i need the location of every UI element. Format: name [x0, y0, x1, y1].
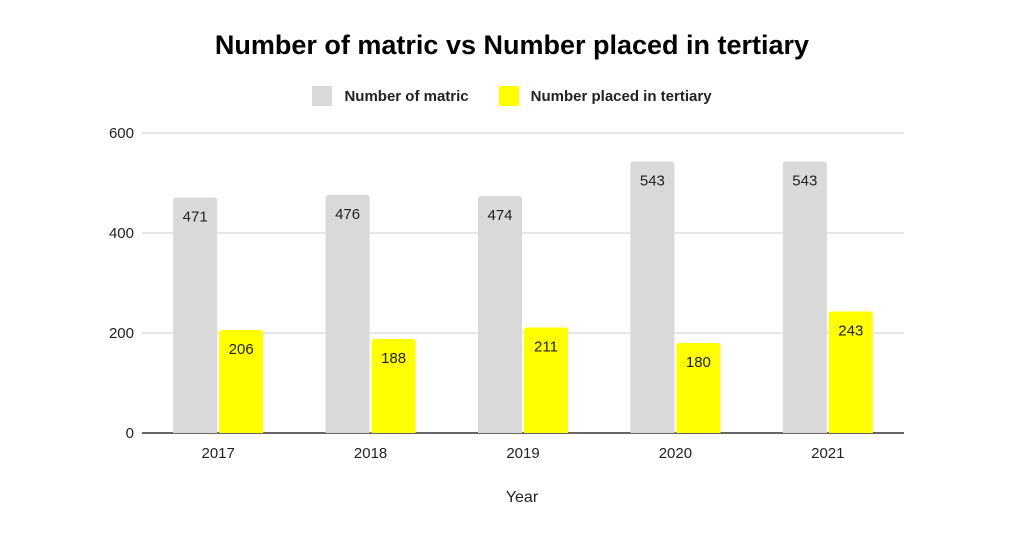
data-label-matric-2018: 476 [335, 206, 360, 223]
label-layer: 0 200 400 600 471 206 2017 476 188 2018 474 211 2019… [109, 125, 863, 462]
legend-label-tertiary: Number placed in tertiary [530, 87, 712, 105]
bar-tertiary-2020 [676, 343, 721, 433]
bar-tertiary-2021 [828, 311, 873, 433]
bar-tertiary-2017 [219, 330, 264, 433]
data-label-tertiary-2018: 188 [381, 350, 406, 367]
bar-matric-2020 [630, 161, 675, 433]
x-tick-label-2018: 2018 [354, 445, 387, 462]
x-axis-title: Year [506, 489, 539, 506]
grid-layer [142, 132, 904, 434]
data-label-matric-2019: 474 [487, 207, 512, 224]
bar-matric-2018 [325, 195, 370, 433]
data-label-tertiary-2017: 206 [229, 341, 254, 358]
x-tick-label-2017: 2017 [202, 445, 235, 462]
bar-layer [173, 161, 873, 433]
bar-matric-2021 [782, 161, 827, 433]
legend-swatch-tertiary [498, 86, 519, 106]
legend-swatch-matric [312, 86, 333, 106]
data-label-tertiary-2019: 211 [534, 339, 558, 356]
y-tick-label-400: 400 [109, 225, 134, 242]
bar-matric-2017 [173, 197, 218, 433]
legend-item-matric: Number of matric [312, 86, 469, 106]
x-tick-label-2019: 2019 [506, 445, 539, 462]
bar-matric-2019 [478, 196, 522, 433]
bar-tertiary-2019 [524, 327, 568, 433]
x-tick-label-2021: 2021 [811, 445, 844, 462]
data-label-matric-2017: 471 [183, 209, 208, 226]
data-label-matric-2020: 543 [640, 173, 665, 190]
data-label-matric-2021: 543 [792, 173, 817, 190]
y-tick-label-0: 0 [126, 425, 134, 442]
legend-item-tertiary: Number placed in tertiary [498, 86, 712, 106]
y-tick-label-600: 600 [109, 125, 134, 142]
y-tick-label-200: 200 [109, 325, 134, 342]
chart-title: Number of matric vs Number placed in ter… [214, 30, 810, 60]
legend-label-matric: Number of matric [344, 87, 469, 105]
x-tick-label-2020: 2020 [659, 445, 692, 462]
data-label-tertiary-2020: 180 [686, 354, 711, 371]
data-label-tertiary-2021: 243 [838, 323, 863, 340]
legend: Number of matric Number placed in tertia… [0, 86, 1024, 106]
bar-tertiary-2018 [371, 339, 416, 433]
